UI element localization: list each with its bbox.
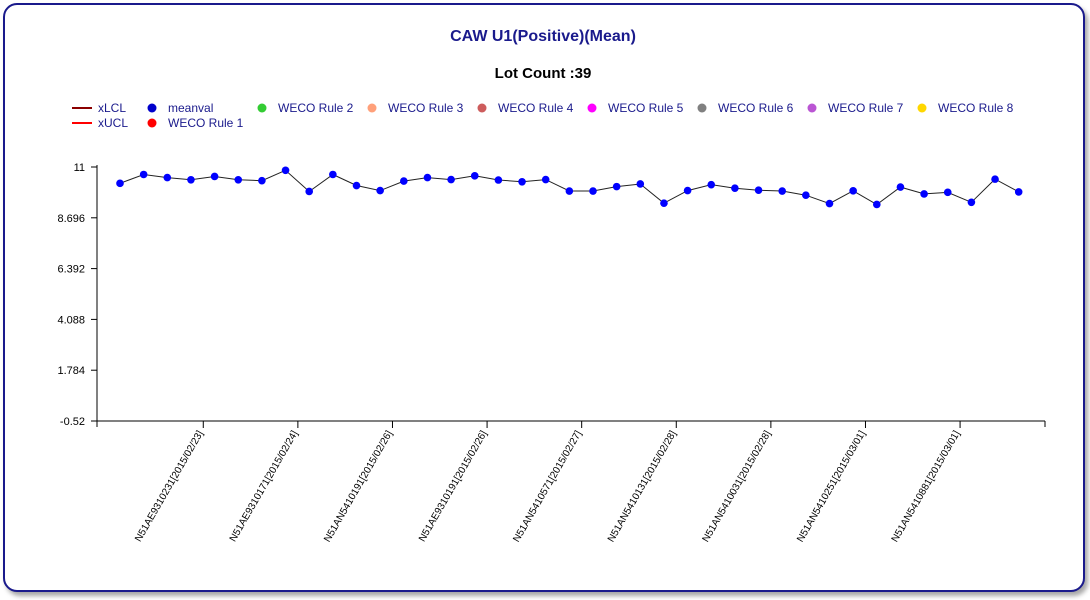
data-point — [470, 172, 479, 180]
legend-item: xUCL — [72, 116, 128, 130]
data-point — [754, 186, 763, 194]
chart-title: CAW U1(Positive)(Mean) — [450, 28, 636, 45]
legend-swatch-dot — [147, 103, 157, 113]
data-point — [352, 181, 361, 190]
legend-label: WECO Rule 8 — [938, 101, 1014, 115]
x-axis-ticks: N51AE9310231[2015/02/23] N51AE9310171[201… — [133, 421, 963, 544]
data-point — [943, 188, 952, 197]
legend-swatch-dot — [587, 103, 597, 113]
data-point — [447, 175, 455, 184]
data-point — [731, 184, 739, 192]
x-tick-label: N51AE9310231[2015/02/23] — [133, 429, 206, 544]
y-axis-ticks: 11 8.696 6.392 4.088 1.784 -0.52 — [57, 162, 97, 428]
x-tick-label: N51AN5410881[2015/03/01] — [890, 429, 963, 544]
y-tick-label: 1.784 — [57, 365, 85, 377]
legend-swatch-dot — [917, 103, 927, 113]
x-tick-label: N51AN5410131[2015/02/28] — [606, 429, 679, 544]
data-point — [707, 180, 716, 189]
x-tick-label: N51AE9310171[2015/02/24] — [228, 429, 301, 544]
data-point — [991, 175, 999, 183]
x-tick-label: N51AN5410031[2015/02/28] — [701, 429, 774, 544]
data-point — [920, 190, 928, 198]
x-tick-label: N51AN5410251[2015/03/01] — [795, 429, 868, 544]
data-point — [400, 177, 408, 185]
legend-item: WECO Rule 1 — [147, 116, 244, 130]
data-point — [589, 187, 597, 195]
y-tick-label: 4.088 — [57, 314, 85, 326]
data-point — [565, 187, 574, 195]
y-tick-label: 11 — [74, 162, 85, 174]
data-point — [967, 198, 976, 207]
data-point — [849, 187, 857, 195]
data-point — [1014, 188, 1023, 196]
data-point — [541, 175, 550, 184]
data-point — [234, 175, 243, 184]
legend-item: meanval — [147, 101, 213, 115]
legend-item: WECO Rule 7 — [807, 101, 904, 115]
data-point — [305, 187, 314, 196]
y-tick-label: 8.696 — [57, 213, 85, 225]
data-point — [873, 200, 881, 209]
data-point — [683, 186, 692, 195]
legend-label: WECO Rule 4 — [498, 101, 574, 115]
legend-label: WECO Rule 2 — [278, 101, 354, 115]
legend-label: WECO Rule 6 — [718, 101, 794, 115]
legend-item: WECO Rule 8 — [917, 101, 1014, 115]
legend-item: WECO Rule 4 — [477, 101, 574, 115]
x-tick-label: N51AN5410571[2015/02/27] — [511, 429, 584, 544]
data-point — [802, 191, 810, 200]
data-point — [612, 182, 621, 191]
legend-label: WECO Rule 5 — [608, 101, 684, 115]
legend-label: xUCL — [98, 116, 128, 130]
data-point — [281, 166, 290, 175]
legend-swatch-dot — [807, 103, 817, 113]
chart-panel — [3, 3, 1085, 592]
data-point — [139, 170, 148, 179]
data-point — [163, 173, 172, 182]
x-tick-label: N51AN5410191[2015/02/26] — [322, 429, 395, 544]
legend-swatch-dot — [697, 103, 707, 113]
legend-label: xLCL — [98, 101, 126, 115]
chart-subtitle: Lot Count :39 — [495, 65, 592, 82]
data-point — [825, 199, 834, 208]
data-point — [116, 179, 124, 188]
legend-item: WECO Rule 6 — [697, 101, 794, 115]
legend-swatch-dot — [257, 103, 267, 113]
legend-swatch-dot — [477, 103, 487, 113]
y-tick-label: 6.392 — [57, 264, 85, 276]
data-point — [636, 180, 645, 188]
legend-label: WECO Rule 7 — [828, 101, 904, 115]
data-point — [518, 177, 526, 186]
data-point — [187, 175, 195, 184]
legend-item: WECO Rule 2 — [257, 101, 354, 115]
data-point — [423, 173, 432, 182]
data-point — [376, 186, 384, 195]
data-point — [778, 187, 786, 195]
legend-item: WECO Rule 5 — [587, 101, 684, 115]
data-point — [329, 170, 337, 179]
legend-label: WECO Rule 3 — [388, 101, 464, 115]
legend-label: WECO Rule 1 — [168, 116, 244, 130]
data-point — [494, 176, 503, 184]
axes — [96, 165, 1046, 427]
legend-swatch-dot — [147, 118, 157, 128]
legend-item: xLCL — [72, 101, 126, 115]
data-point — [896, 183, 905, 191]
series-meanval — [116, 166, 1023, 209]
legend-swatch-dot — [367, 103, 377, 113]
data-point — [660, 199, 668, 207]
legend-item: WECO Rule 3 — [367, 101, 464, 115]
legend-label: meanval — [168, 101, 213, 115]
x-tick-label: N51AE9310191[2015/02/26] — [417, 429, 490, 544]
data-point — [258, 176, 266, 185]
data-point — [210, 172, 219, 181]
y-tick-label: -0.52 — [60, 416, 85, 428]
